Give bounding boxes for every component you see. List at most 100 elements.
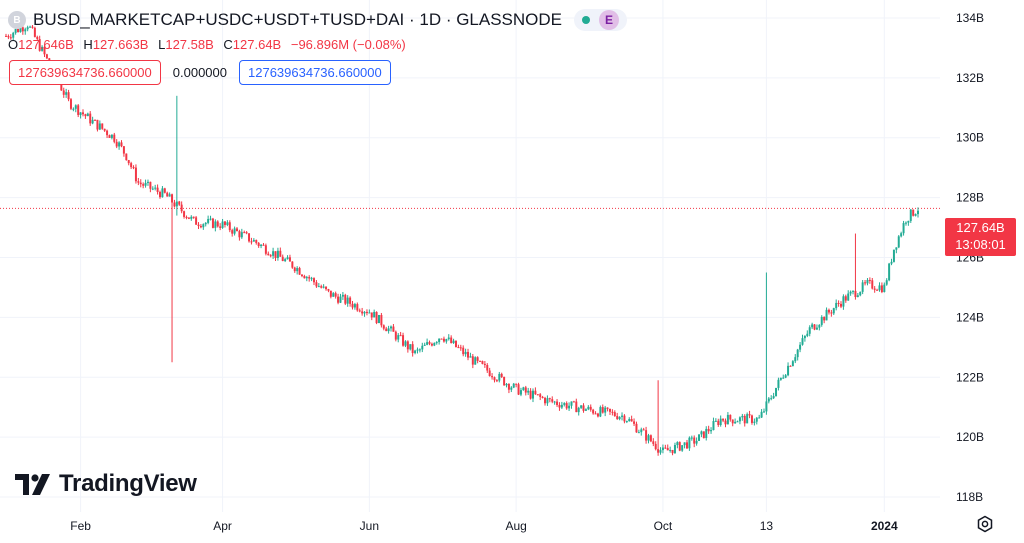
candle-body [695, 440, 698, 444]
candle-body [505, 383, 508, 386]
candle-body [421, 345, 424, 350]
candle-body [871, 280, 874, 289]
symbol-title[interactable]: BUSD_MARKETCAP+USDC+USDT+TUSD+DAI · 1D ·… [33, 10, 563, 29]
candle-body [156, 187, 159, 192]
candle-body [671, 449, 674, 454]
candle-body [84, 114, 87, 117]
candle-body [900, 233, 903, 237]
high-label: H [83, 37, 93, 52]
candle-body [94, 119, 97, 121]
candle-body [659, 450, 662, 453]
candle-body [166, 192, 169, 197]
candle-body [700, 431, 703, 435]
indicator-badge[interactable]: E [599, 10, 620, 30]
candle-body [683, 442, 686, 446]
candle-body [353, 304, 356, 308]
candle-body [613, 412, 616, 417]
candle-body [796, 349, 799, 358]
candle-body [712, 421, 715, 431]
candle-body [500, 373, 503, 377]
candle-body [243, 232, 246, 234]
candle-body [531, 390, 534, 399]
time-axis[interactable]: Feb Apr Jun Aug Oct 13 2024 [70, 519, 898, 533]
candle-body [498, 373, 501, 381]
candle-body [445, 339, 448, 342]
candle-body [849, 291, 852, 294]
candle-body [621, 415, 624, 417]
candle-body [606, 407, 609, 409]
candle-body [681, 445, 684, 451]
candle-body [14, 28, 17, 33]
candle-body [495, 380, 498, 382]
x-tick-label: Feb [70, 519, 91, 533]
candle-body [120, 142, 123, 147]
candle-body [418, 349, 421, 351]
x-tick-label: Jun [360, 519, 379, 533]
candle-body [161, 188, 164, 198]
candle-body [303, 275, 306, 279]
candle-body [180, 204, 183, 212]
candle-body [149, 181, 152, 189]
chart-grid [0, 0, 940, 512]
candle-body [207, 219, 210, 223]
study-value-first[interactable]: 127639634736.660000 [9, 60, 161, 85]
candle-body [349, 297, 352, 304]
candle-body [370, 312, 373, 318]
study-value-third[interactable]: 127639634736.660000 [239, 60, 391, 85]
candle-body [801, 338, 804, 345]
candles [5, 23, 919, 456]
candle-body [137, 181, 140, 183]
candle-body [666, 448, 669, 451]
candle-body [231, 230, 234, 234]
candle-body [45, 54, 48, 59]
candle-body [390, 326, 393, 329]
candle-body [534, 390, 537, 395]
candle-body [676, 442, 679, 446]
study-values: 127639634736.660000 0.000000 12763963473… [9, 60, 391, 85]
candle-body [7, 36, 10, 38]
candle-body [765, 401, 768, 412]
candle-body [717, 420, 720, 425]
low-label: L [158, 37, 166, 52]
candle-body [784, 375, 787, 378]
candle-body [404, 341, 407, 346]
candle-body [43, 46, 46, 55]
candle-body [808, 327, 811, 334]
candle-body [633, 421, 636, 424]
candle-body [216, 221, 219, 227]
candle-body [852, 290, 855, 292]
candle-body [474, 357, 477, 365]
candle-body [803, 335, 806, 339]
candle-body [12, 32, 15, 38]
candle-body [746, 414, 749, 424]
settings-gear-icon[interactable] [976, 515, 994, 533]
candle-body [322, 286, 325, 288]
tradingview-logo[interactable]: TradingView [15, 470, 197, 498]
candle-body [91, 119, 94, 124]
candle-body [24, 29, 27, 32]
candle-body [279, 250, 282, 257]
candle-body [827, 309, 830, 313]
candle-body [82, 112, 85, 115]
candle-body [604, 407, 607, 413]
candle-body [428, 342, 431, 344]
candle-body [175, 201, 178, 207]
y-tick-label: 130B [956, 131, 984, 145]
candle-body [5, 35, 7, 37]
candle-body [77, 105, 80, 115]
candle-body [599, 407, 602, 417]
candle-body [72, 108, 75, 110]
candle-body [173, 202, 176, 207]
candle-body [698, 434, 701, 441]
candle-body [847, 293, 850, 301]
candle-body [233, 228, 236, 234]
candle-body [139, 182, 142, 185]
candle-body [493, 377, 496, 381]
candle-body [387, 328, 390, 332]
candle-body [486, 365, 489, 371]
status-pills[interactable]: E [574, 9, 628, 31]
open-label: O [8, 37, 19, 52]
candle-body [365, 311, 368, 314]
